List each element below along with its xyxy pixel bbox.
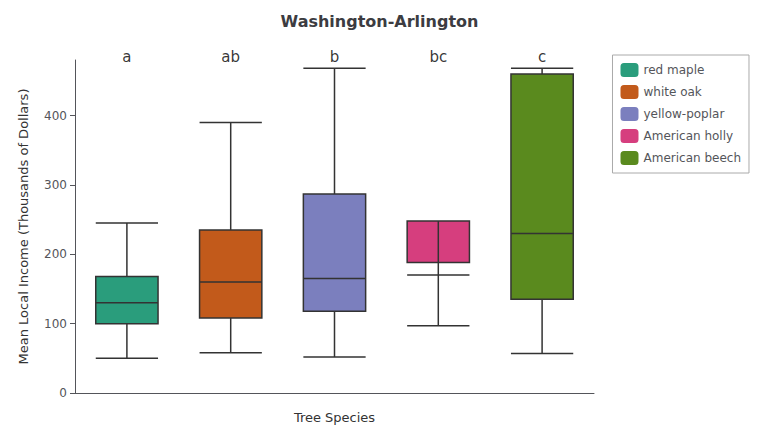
svg-text:c: c	[538, 48, 546, 66]
svg-text:Mean Local Income (Thousands o: Mean Local Income (Thousands of Dollars)	[16, 89, 31, 365]
svg-text:Tree Species: Tree Species	[293, 410, 375, 425]
svg-text:200: 200	[44, 247, 67, 261]
svg-text:400: 400	[44, 109, 67, 123]
svg-text:white oak: white oak	[643, 85, 701, 99]
svg-text:American holly: American holly	[643, 129, 733, 143]
svg-text:b: b	[330, 48, 340, 66]
svg-text:a: a	[122, 48, 131, 66]
svg-text:American beech: American beech	[643, 151, 741, 165]
svg-text:yellow-poplar: yellow-poplar	[643, 107, 724, 121]
svg-text:red maple: red maple	[643, 63, 704, 77]
svg-text:300: 300	[44, 178, 67, 192]
svg-text:bc: bc	[429, 48, 447, 66]
svg-text:ab: ab	[221, 48, 240, 66]
svg-text:Washington-Arlington: Washington-Arlington	[281, 12, 479, 31]
svg-text:0: 0	[59, 386, 67, 400]
svg-text:100: 100	[44, 317, 67, 331]
